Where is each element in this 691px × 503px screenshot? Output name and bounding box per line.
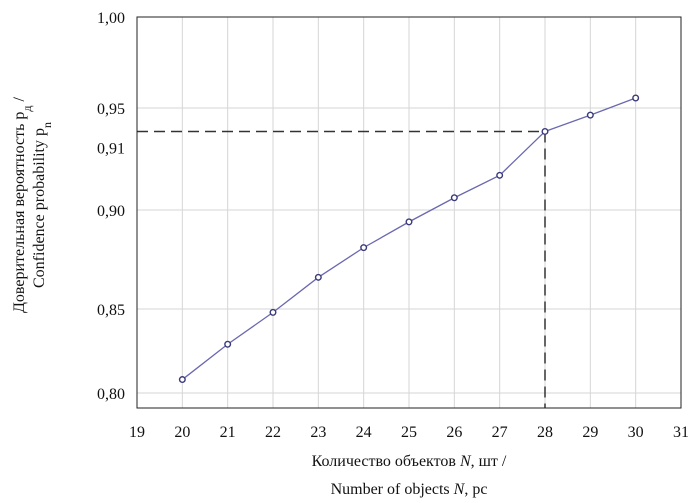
x-axis-label-line2: Number of objects N, pc bbox=[331, 481, 488, 498]
x-tick-label: 28 bbox=[537, 424, 553, 441]
x-tick-label: 31 bbox=[673, 424, 689, 441]
data-point bbox=[269, 308, 277, 316]
x-tick-labels: 19 20 21 22 23 24 25 26 27 28 29 30 31 bbox=[129, 424, 689, 441]
data-point bbox=[496, 171, 504, 179]
x-tick-label: 27 bbox=[492, 424, 508, 441]
data-point bbox=[178, 376, 186, 384]
data-point bbox=[224, 340, 232, 348]
data-point bbox=[314, 273, 322, 281]
x-tick-label: 20 bbox=[174, 424, 190, 441]
y-tick-label: 0,90 bbox=[97, 203, 125, 220]
y-axis-label-line2: Confidence probability pn bbox=[31, 122, 54, 288]
y-tick-label: 1,00 bbox=[97, 10, 125, 27]
y-tick-labels: 0,80 0,85 0,90 0,95 1,00 0,91 bbox=[97, 10, 125, 403]
series-1 bbox=[178, 94, 640, 384]
data-point bbox=[405, 218, 413, 226]
data-point bbox=[450, 194, 458, 202]
x-tick-label: 29 bbox=[582, 424, 598, 441]
x-tick-label: 25 bbox=[401, 424, 417, 441]
x-tick-label: 30 bbox=[628, 424, 644, 441]
data-point bbox=[586, 111, 594, 119]
x-tick-label: 21 bbox=[220, 424, 236, 441]
plot-frame bbox=[136, 16, 682, 409]
y-tick-label: 0,85 bbox=[97, 302, 125, 319]
x-tick-label: 22 bbox=[265, 424, 281, 441]
x-axis-label-line1: Количество объектов N, шт / bbox=[312, 453, 507, 470]
x-tick-label: 24 bbox=[356, 424, 372, 441]
data-point bbox=[360, 244, 368, 252]
y-axis-label-line1: Доверительная вероятность pд / bbox=[11, 96, 34, 313]
y-tick-label: 0,95 bbox=[97, 101, 125, 118]
x-tick-label: 19 bbox=[129, 424, 145, 441]
data-point bbox=[632, 94, 640, 102]
guide-lines bbox=[137, 130, 546, 408]
grid bbox=[137, 17, 681, 408]
y-tick-label-marked: 0,91 bbox=[97, 140, 125, 157]
data-point bbox=[541, 127, 549, 135]
x-tick-label: 23 bbox=[310, 424, 326, 441]
y-tick-label: 0,80 bbox=[97, 386, 125, 403]
x-tick-label: 26 bbox=[446, 424, 462, 441]
